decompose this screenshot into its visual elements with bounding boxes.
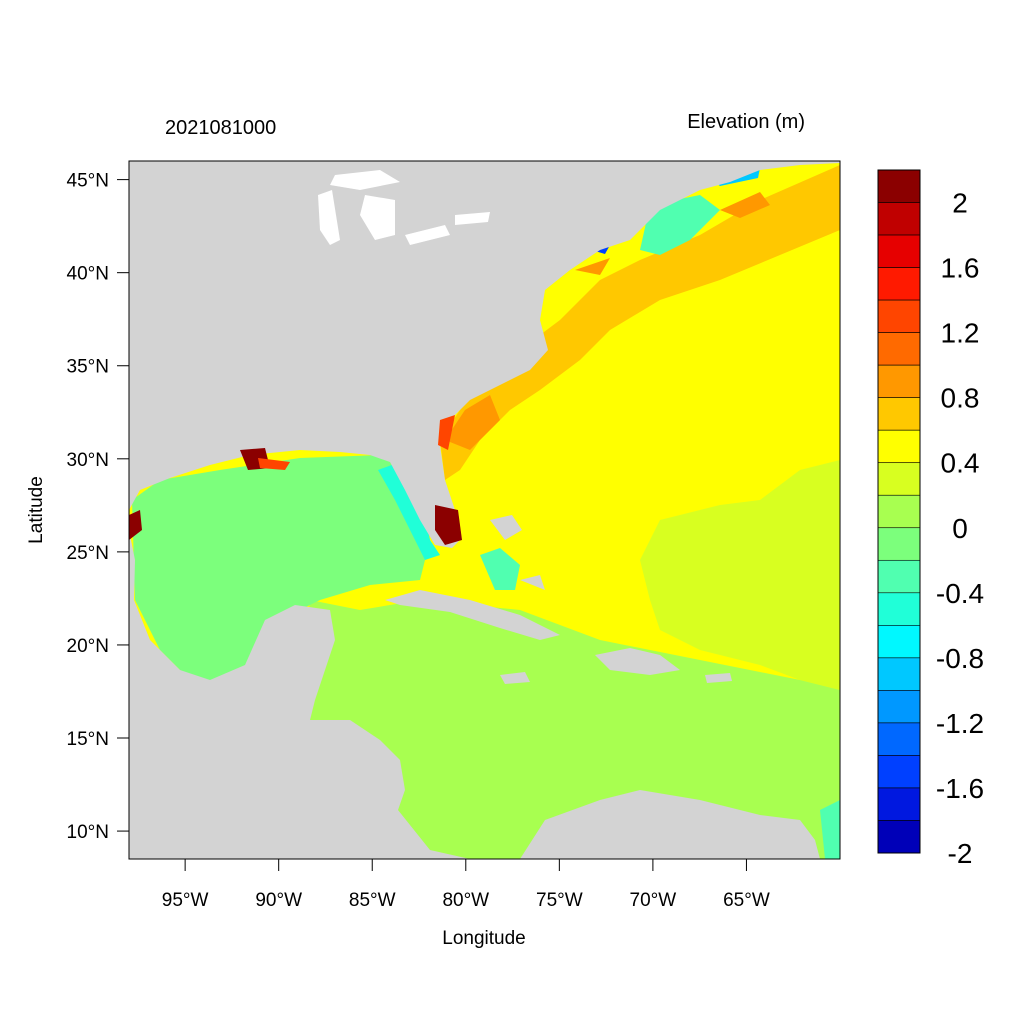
lake-erie — [405, 225, 450, 245]
colorbar-swatch — [877, 364, 921, 398]
colorbar-swatch — [877, 527, 921, 561]
southeast-edge-negative — [820, 800, 840, 859]
colorbar-swatch — [877, 169, 921, 203]
colorbar-tick-label: 0 — [952, 513, 968, 544]
colorbar-swatch — [877, 690, 921, 724]
colorbar-tick-label: -0.4 — [936, 578, 984, 609]
north-america-land — [129, 161, 840, 548]
colorbar — [877, 169, 921, 854]
florida-west-coast-negative — [378, 462, 440, 560]
colorbar-tick-label: 1.2 — [941, 318, 980, 349]
y-tick-label: 40°N — [67, 264, 109, 285]
plot-frame — [128, 160, 841, 860]
bahamas-land — [490, 515, 545, 590]
colorbar-swatch — [877, 462, 921, 496]
hispaniola-land — [595, 648, 680, 675]
colorbar-labels: 2 1.6 1.2 0.8 0.4 0 -0.4 -0.8 -1.2 -1.6 -2 — [936, 188, 984, 869]
colorbar-swatch — [877, 332, 921, 366]
x-tick-label: 75°W — [536, 890, 583, 911]
y-tick-label: 20°N — [67, 636, 109, 657]
variable-title: Elevation (m) — [687, 111, 805, 133]
gulf-of-mexico — [132, 455, 430, 680]
timestamp-label: 2021081000 — [165, 117, 276, 139]
y-axis-label: Latitude — [26, 476, 47, 544]
mississippi-coast-surge — [258, 458, 290, 470]
colorbar-swatch — [877, 820, 921, 854]
y-axis: 45°N 40°N 35°N 30°N 25°N 20°N 15°N 10°N — [67, 171, 129, 843]
colorbar-swatch — [877, 625, 921, 659]
jamaica-land — [500, 672, 530, 684]
central-america-land — [129, 530, 470, 859]
x-axis-label: Longitude — [442, 928, 525, 949]
bahamas-negative — [480, 548, 520, 590]
cuba-land — [385, 590, 560, 640]
colorbar-tick-label: -1.2 — [936, 708, 984, 739]
colorbar-tick-label: 0.8 — [941, 383, 980, 414]
colorbar-swatch — [877, 722, 921, 756]
south-america-land — [520, 790, 820, 859]
colorbar-swatch — [877, 429, 921, 464]
shelf-edge-high — [445, 192, 770, 450]
colorbar-swatch — [877, 299, 921, 333]
colorbar-swatch — [877, 592, 921, 626]
puerto-rico-land — [705, 673, 732, 683]
lake-michigan — [318, 190, 340, 245]
atlantic-low-region — [640, 460, 840, 690]
colorbar-swatch — [877, 494, 921, 529]
lake-ontario — [455, 212, 490, 225]
x-tick-label: 80°W — [442, 890, 489, 911]
y-tick-label: 45°N — [67, 171, 109, 192]
map-panel — [129, 161, 840, 859]
colorbar-swatch — [877, 267, 921, 301]
colorbar-swatch — [877, 234, 921, 268]
y-tick-label: 25°N — [67, 543, 109, 564]
colorbar-tick-label: 2 — [952, 188, 968, 219]
x-tick-label: 90°W — [255, 890, 302, 911]
colorbar-swatch — [877, 657, 921, 691]
y-tick-label: 15°N — [67, 729, 109, 750]
x-tick-label: 65°W — [723, 890, 770, 911]
texas-coast-surge — [129, 510, 142, 540]
x-tick-label: 70°W — [630, 890, 677, 911]
colorbar-tick-label: 1.6 — [941, 253, 980, 284]
x-tick-label: 95°W — [162, 890, 209, 911]
x-tick-label: 85°W — [349, 890, 396, 911]
colorbar-frame — [877, 169, 921, 854]
south-florida-surge — [435, 505, 462, 545]
lake-huron — [360, 195, 395, 240]
colorbar-swatch — [877, 397, 921, 431]
colorbar-tick-label: 0.4 — [941, 448, 980, 479]
colorbar-swatch — [877, 559, 921, 594]
x-axis: 95°W 90°W 85°W 80°W 75°W 70°W 65°W — [162, 859, 770, 911]
colorbar-tick-label: -0.8 — [936, 643, 984, 674]
lake-superior — [330, 170, 400, 190]
georgia-coast-surge — [438, 415, 455, 450]
colorbar-tick-label: -2 — [948, 838, 973, 869]
y-tick-label: 10°N — [67, 822, 109, 843]
colorbar-tick-label: -1.6 — [936, 773, 984, 804]
colorbar-swatch — [877, 202, 921, 236]
continental-shelf — [440, 165, 840, 480]
y-tick-label: 35°N — [67, 357, 109, 378]
y-tick-label: 30°N — [67, 450, 109, 471]
colorbar-swatch — [877, 787, 921, 821]
colorbar-swatch — [877, 755, 921, 789]
